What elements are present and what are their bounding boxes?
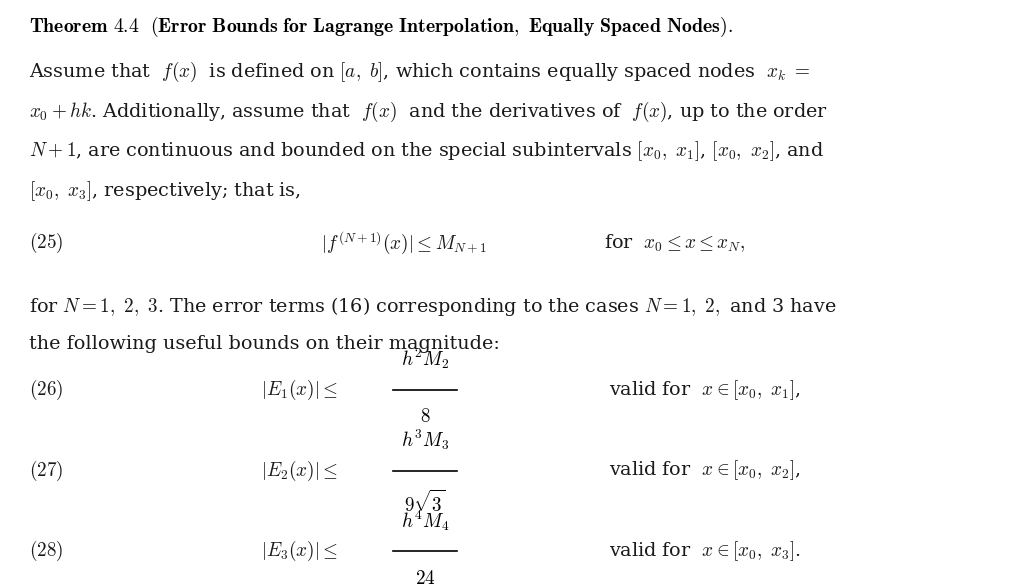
- Text: for $N=1,\ 2,\ 3$. The error terms (16) corresponding to the cases $N=1,\ 2,$ an: for $N=1,\ 2,\ 3$. The error terms (16) …: [29, 295, 837, 318]
- Text: for  $x_0 \leq x \leq x_N,$: for $x_0 \leq x \leq x_N,$: [604, 231, 745, 254]
- Text: $9\sqrt{3}$: $9\sqrt{3}$: [404, 489, 445, 516]
- Text: valid for  $x \in [x_0,\ x_2]$,: valid for $x \in [x_0,\ x_2]$,: [609, 459, 801, 482]
- Text: $x_0 + hk$. Additionally, assume that  $f(x)$  and the derivatives of  $f(x)$, u: $x_0 + hk$. Additionally, assume that $f…: [29, 100, 827, 124]
- Text: $[x_0,\ x_3]$, respectively; that is,: $[x_0,\ x_3]$, respectively; that is,: [29, 179, 301, 203]
- Text: the following useful bounds on their magnitude:: the following useful bounds on their mag…: [29, 335, 500, 353]
- Text: $h^4 M_4$: $h^4 M_4$: [400, 508, 450, 533]
- Text: $\mathbf{Theorem\ 4.4\ \ (Error\ Bounds\ for\ Lagrange\ Interpolation,\ Equally\: $\mathbf{Theorem\ 4.4\ \ (Error\ Bounds\…: [29, 15, 733, 39]
- Text: $(28)$: $(28)$: [29, 539, 62, 564]
- Text: $24$: $24$: [415, 570, 435, 586]
- Text: $(27)$: $(27)$: [29, 458, 62, 483]
- Text: $(25)$: $(25)$: [29, 230, 62, 255]
- Text: $h^3 M_3$: $h^3 M_3$: [400, 427, 450, 452]
- Text: Assume that  $f(x)$  is defined on $[a,\ b]$, which contains equally spaced node: Assume that $f(x)$ is defined on $[a,\ b…: [29, 60, 810, 84]
- Text: $(26)$: $(26)$: [29, 377, 62, 402]
- Text: $|E_1(x)| \leq$: $|E_1(x)| \leq$: [261, 377, 338, 402]
- Text: valid for  $x \in [x_0,\ x_1]$,: valid for $x \in [x_0,\ x_1]$,: [609, 378, 801, 401]
- Text: $|f^{(N+1)}(x)| \leq M_{N+1}$: $|f^{(N+1)}(x)| \leq M_{N+1}$: [322, 229, 487, 256]
- Text: $N+1$, are continuous and bounded on the special subintervals $[x_0,\ x_1]$, $[x: $N+1$, are continuous and bounded on the…: [29, 139, 823, 163]
- Text: $|E_3(x)| \leq$: $|E_3(x)| \leq$: [261, 539, 338, 564]
- Text: $8$: $8$: [420, 408, 430, 427]
- Text: $|E_2(x)| \leq$: $|E_2(x)| \leq$: [261, 458, 338, 483]
- Text: $h^2 M_2$: $h^2 M_2$: [400, 346, 450, 371]
- Text: valid for  $x \in [x_0,\ x_3]$.: valid for $x \in [x_0,\ x_3]$.: [609, 540, 802, 563]
